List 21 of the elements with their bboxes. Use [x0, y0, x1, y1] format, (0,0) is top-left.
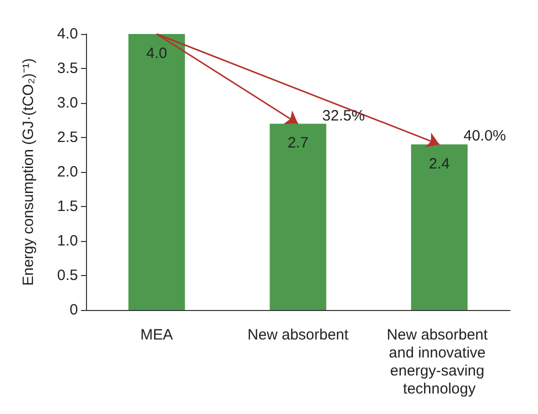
data-label: 4.0 — [146, 45, 168, 62]
y-tick-label: 4.0 — [57, 26, 78, 42]
x-tick-label: New absorbent and innovative energy-saving technology — [386, 326, 492, 398]
y-tick-label: 2.0 — [57, 164, 78, 180]
y-tick-label: 3.5 — [57, 60, 78, 77]
x-tick-label: New absorbent — [248, 326, 350, 344]
data-label: 2.4 — [428, 155, 450, 172]
y-tick-label: 3.0 — [57, 94, 78, 112]
annotation: 32.5% — [322, 107, 365, 124]
y-tick-label: 1.0 — [57, 232, 78, 250]
bar — [270, 124, 326, 310]
data-label: 2.7 — [288, 134, 308, 152]
y-axis-title: Energy consumption (GJ·(tCO₂)⁻¹) — [20, 58, 37, 286]
y-tick-label: 1.5 — [57, 198, 78, 215]
bar — [128, 34, 185, 310]
y-tick-label: 2.5 — [57, 129, 78, 146]
annotation: 40.0% — [463, 127, 506, 144]
y-tick-label: 0.5 — [57, 267, 78, 284]
bar — [411, 144, 468, 310]
x-tick-label: MEA — [140, 326, 173, 344]
y-tick-label: 0 — [70, 302, 78, 318]
